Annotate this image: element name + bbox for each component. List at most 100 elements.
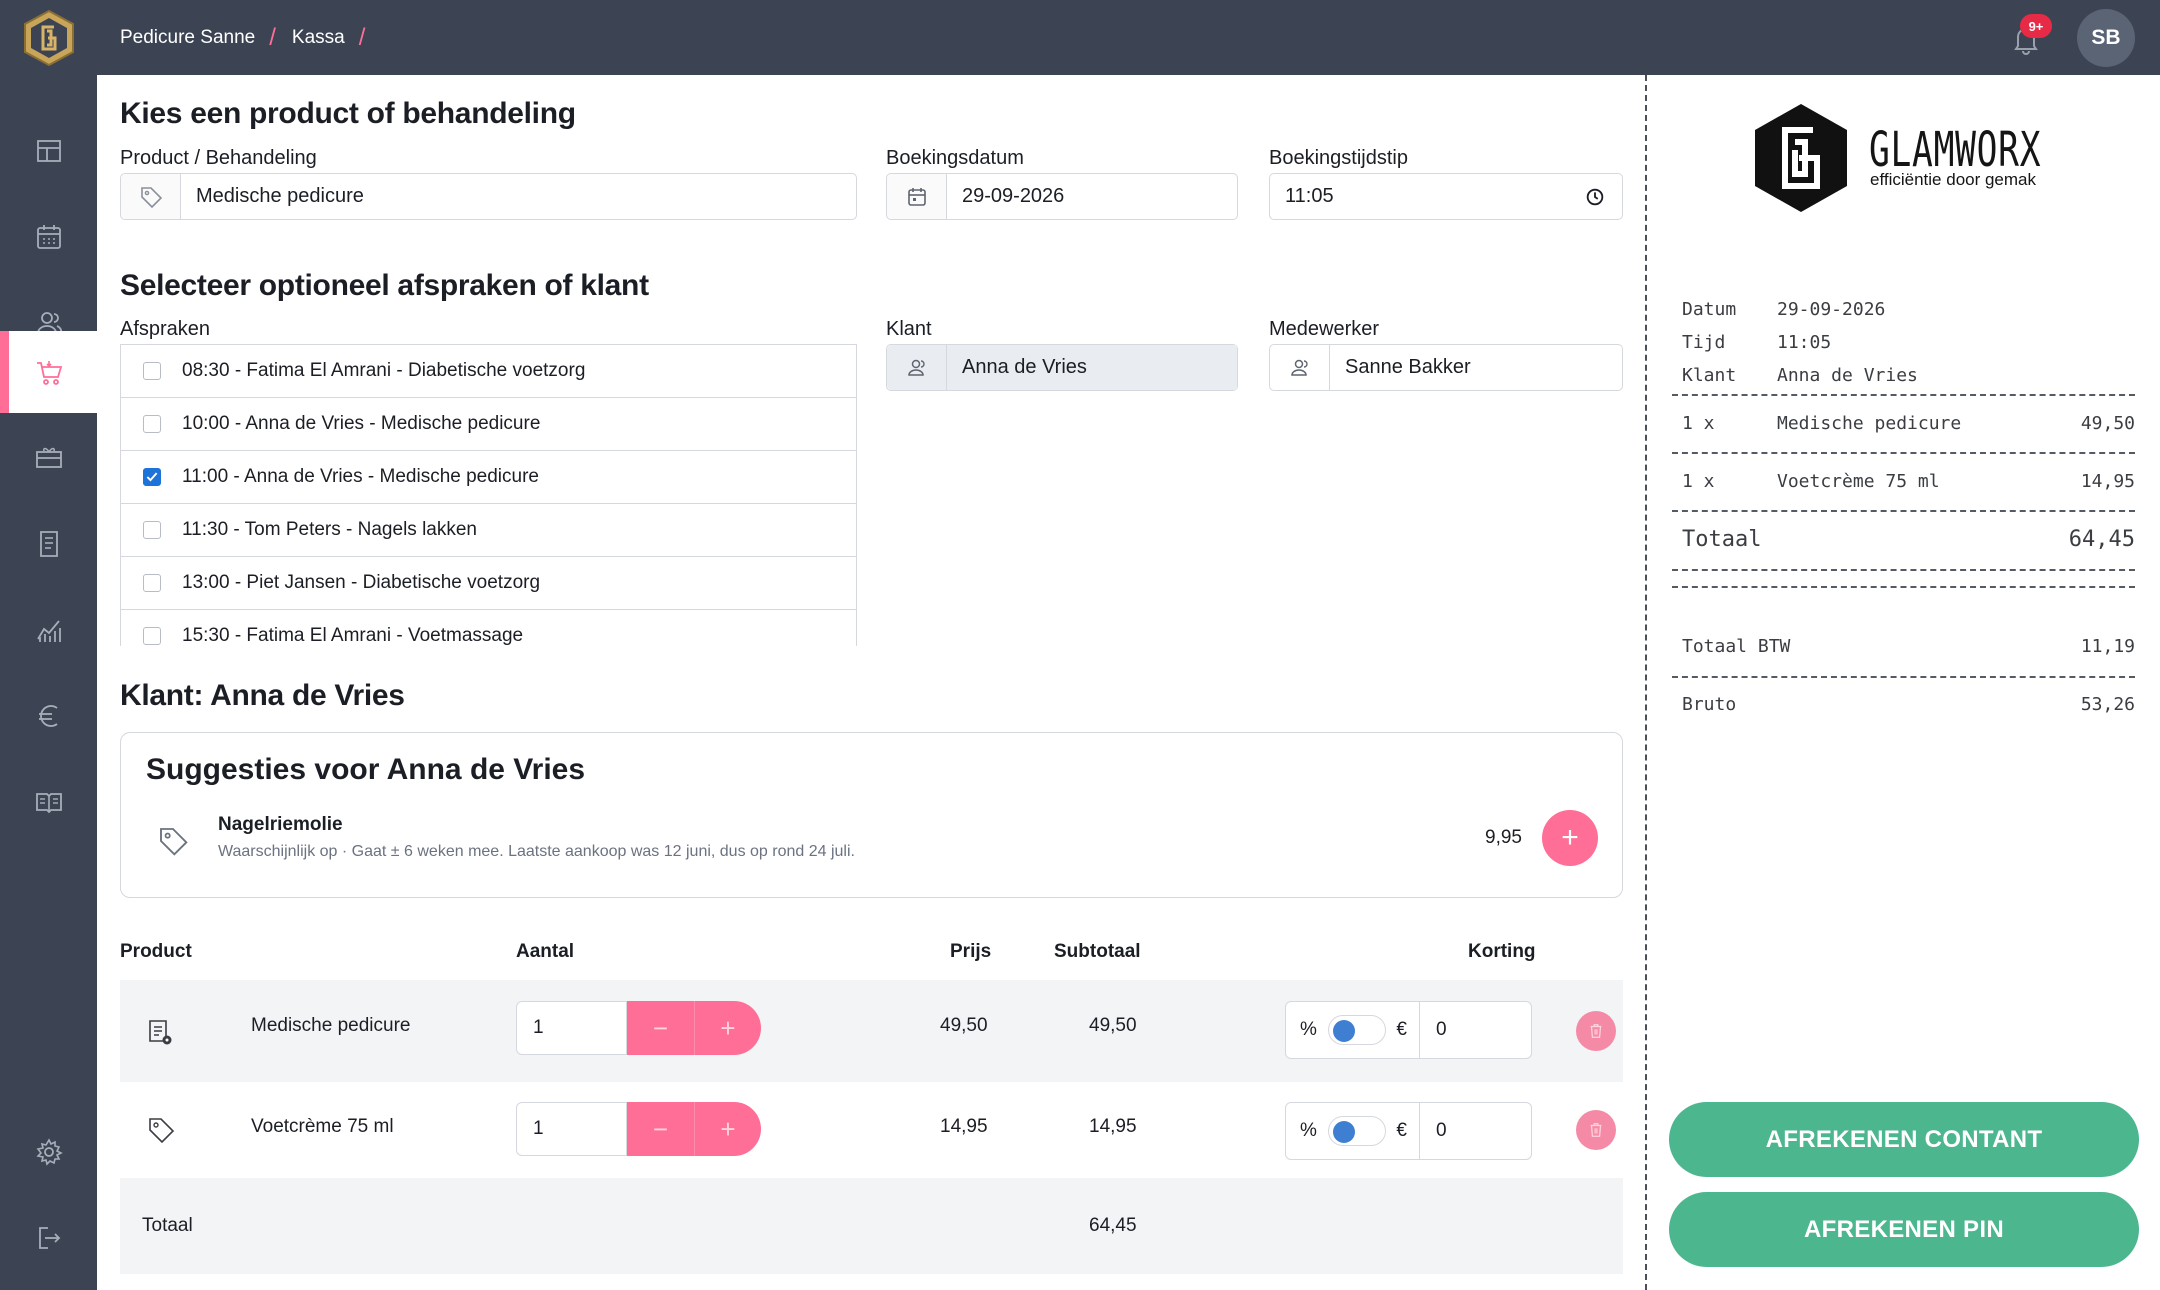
receipt-time-value: 11:05 (1777, 332, 1832, 353)
suggestion-name: Nagelriemolie (218, 814, 343, 835)
product-field[interactable]: Medische pedicure (120, 173, 857, 220)
appointment-checkbox[interactable] (143, 521, 161, 539)
column-header-product: Product (120, 941, 192, 962)
delete-row-button[interactable] (1576, 1110, 1616, 1150)
sidebar-item-calendar[interactable] (0, 196, 97, 278)
cart-item-price: 49,50 (940, 1015, 988, 1036)
client-label: Klant (886, 318, 932, 340)
quantity-input[interactable]: 1 (516, 1001, 627, 1055)
client-heading: Klant: Anna de Vries (120, 679, 405, 712)
appointment-checkbox[interactable] (143, 574, 161, 592)
appointment-checkbox[interactable] (143, 415, 161, 433)
cart-item-name: Voetcrème 75 ml (251, 1116, 394, 1137)
receipt-line-qty: 1 x (1682, 471, 1715, 492)
receipt-gross-label: Bruto (1682, 694, 1737, 715)
receipt-line-qty: 1 x (1682, 413, 1715, 434)
appointment-item[interactable]: 08:30 - Fatima El Amrani - Diabetische v… (121, 345, 856, 398)
client-value: Anna de Vries (947, 345, 1237, 390)
sidebar-item-statistics[interactable] (0, 589, 97, 671)
discount-type-toggle[interactable] (1327, 1015, 1386, 1045)
pay-cash-button[interactable]: AFREKENEN CONTANT (1669, 1102, 2139, 1177)
decrement-button[interactable]: − (627, 1102, 694, 1156)
receipt-divider (1672, 510, 2135, 512)
receipt-divider (1672, 676, 2135, 678)
appointment-item[interactable]: 13:00 - Piet Jansen - Diabetische voetzo… (121, 557, 856, 610)
appointment-item[interactable]: 11:00 - Anna de Vries - Medische pedicur… (121, 451, 856, 504)
appointments-list[interactable]: 08:30 - Fatima El Amrani - Diabetische v… (120, 344, 857, 646)
booking-time-field[interactable]: 11:05 (1269, 173, 1623, 220)
booking-time-label: Boekingstijdstip (1269, 147, 1408, 169)
pay-card-button[interactable]: AFREKENEN PIN (1669, 1192, 2139, 1267)
calendar-icon (36, 225, 61, 249)
appointment-checkbox[interactable] (143, 362, 161, 380)
column-header-quantity: Aantal (516, 941, 575, 962)
column-header-discount: Korting (1468, 941, 1536, 962)
appointment-item[interactable]: 11:30 - Tom Peters - Nagels lakken (121, 504, 856, 557)
discount-input[interactable]: 0 (1436, 1019, 1447, 1040)
cart-item-subtotal: 14,95 (1089, 1116, 1137, 1137)
receipt-vat-label: Totaal BTW (1682, 636, 1791, 657)
appointment-checkbox-checked[interactable] (143, 468, 161, 486)
increment-button[interactable]: + (694, 1001, 761, 1055)
product-label: Product / Behandeling (120, 147, 317, 169)
appointment-item[interactable]: 15:30 - Fatima El Amrani - Voetmassage (121, 610, 856, 646)
quantity-input[interactable]: 1 (516, 1102, 627, 1156)
appointment-item[interactable]: 10:00 - Anna de Vries - Medische pedicur… (121, 398, 856, 451)
sidebar-item-gift-cards[interactable] (0, 417, 97, 499)
increment-button[interactable]: + (694, 1102, 761, 1156)
app-logo-icon[interactable] (22, 9, 76, 67)
booking-date-field[interactable]: 29-09-2026 (886, 173, 1238, 220)
cart-item-price: 14,95 (940, 1116, 988, 1137)
suggestions-title: Suggesties voor Anna de Vries (146, 753, 586, 786)
breadcrumb-item-salon[interactable]: Pedicure Sanne (120, 26, 256, 48)
sidebar-item-invoices[interactable] (0, 503, 97, 585)
receipt-line-amount: 14,95 (2080, 471, 2135, 492)
client-field[interactable]: Anna de Vries (886, 344, 1238, 391)
breadcrumb-separator: / (358, 23, 366, 51)
booking-date-label: Boekingsdatum (886, 147, 1024, 169)
user-icon (907, 359, 925, 376)
sidebar-item-kassa[interactable] (0, 331, 97, 413)
appointment-checkbox[interactable] (143, 627, 161, 645)
percent-label: % (1300, 1019, 1317, 1040)
avatar[interactable]: SB (2077, 9, 2135, 67)
employee-field[interactable]: Sanne Bakker (1269, 344, 1623, 391)
cart-total-value: 64,45 (1089, 1215, 1137, 1236)
delete-row-button[interactable] (1576, 1011, 1616, 1051)
receipt-panel: GLAMWORX efficiëntie door gemak Datum 29… (1645, 75, 2160, 1290)
receipt-divider (1672, 452, 2135, 454)
quantity-stepper: 1 − + (516, 1001, 761, 1055)
trash-icon (1590, 1123, 1602, 1137)
clock-icon[interactable] (1584, 186, 1606, 208)
gift-card-icon (35, 447, 62, 468)
glamworx-logo-icon (1755, 104, 1847, 212)
breadcrumb-item-kassa[interactable]: Kassa (291, 26, 345, 48)
brand-name: GLAMWORX (1869, 122, 2042, 178)
receipt-date-value: 29-09-2026 (1777, 299, 1886, 320)
sidebar-item-finance[interactable] (0, 675, 97, 757)
euro-label: € (1396, 1019, 1407, 1040)
add-suggestion-button[interactable]: + (1542, 810, 1598, 866)
quantity-stepper: 1 − + (516, 1102, 761, 1156)
appointment-section-title: Selecteer optioneel afspraken of klant (120, 269, 649, 302)
user-icon (1290, 359, 1308, 376)
check-icon (146, 472, 158, 482)
notification-badge: 9+ (2020, 14, 2052, 38)
calendar-icon (907, 187, 926, 206)
discount-input[interactable]: 0 (1436, 1120, 1447, 1141)
decrement-button[interactable]: − (627, 1001, 694, 1055)
suggestions-card: Suggesties voor Anna de Vries Nagelriemo… (120, 732, 1623, 898)
receipt-vat-value: 11,19 (2080, 636, 2135, 657)
discount-type-toggle[interactable] (1327, 1116, 1386, 1146)
sidebar-item-manual[interactable] (0, 761, 97, 843)
sidebar-item-dashboard[interactable] (0, 110, 97, 192)
sidebar-item-logout[interactable] (0, 1197, 97, 1279)
sidebar-item-settings[interactable] (0, 1111, 97, 1193)
trash-icon (1590, 1024, 1602, 1038)
suggestion-price: 9,95 (1485, 827, 1522, 848)
suggestion-description: Waarschijnlijk op · Gaat ± 6 weken mee. … (218, 843, 855, 860)
breadcrumb: Pedicure Sanne / Kassa / (120, 0, 381, 75)
receipt-line-amount: 49,50 (2080, 413, 2135, 434)
receipt-divider (1672, 586, 2135, 588)
appointments-label: Afspraken (120, 318, 211, 340)
